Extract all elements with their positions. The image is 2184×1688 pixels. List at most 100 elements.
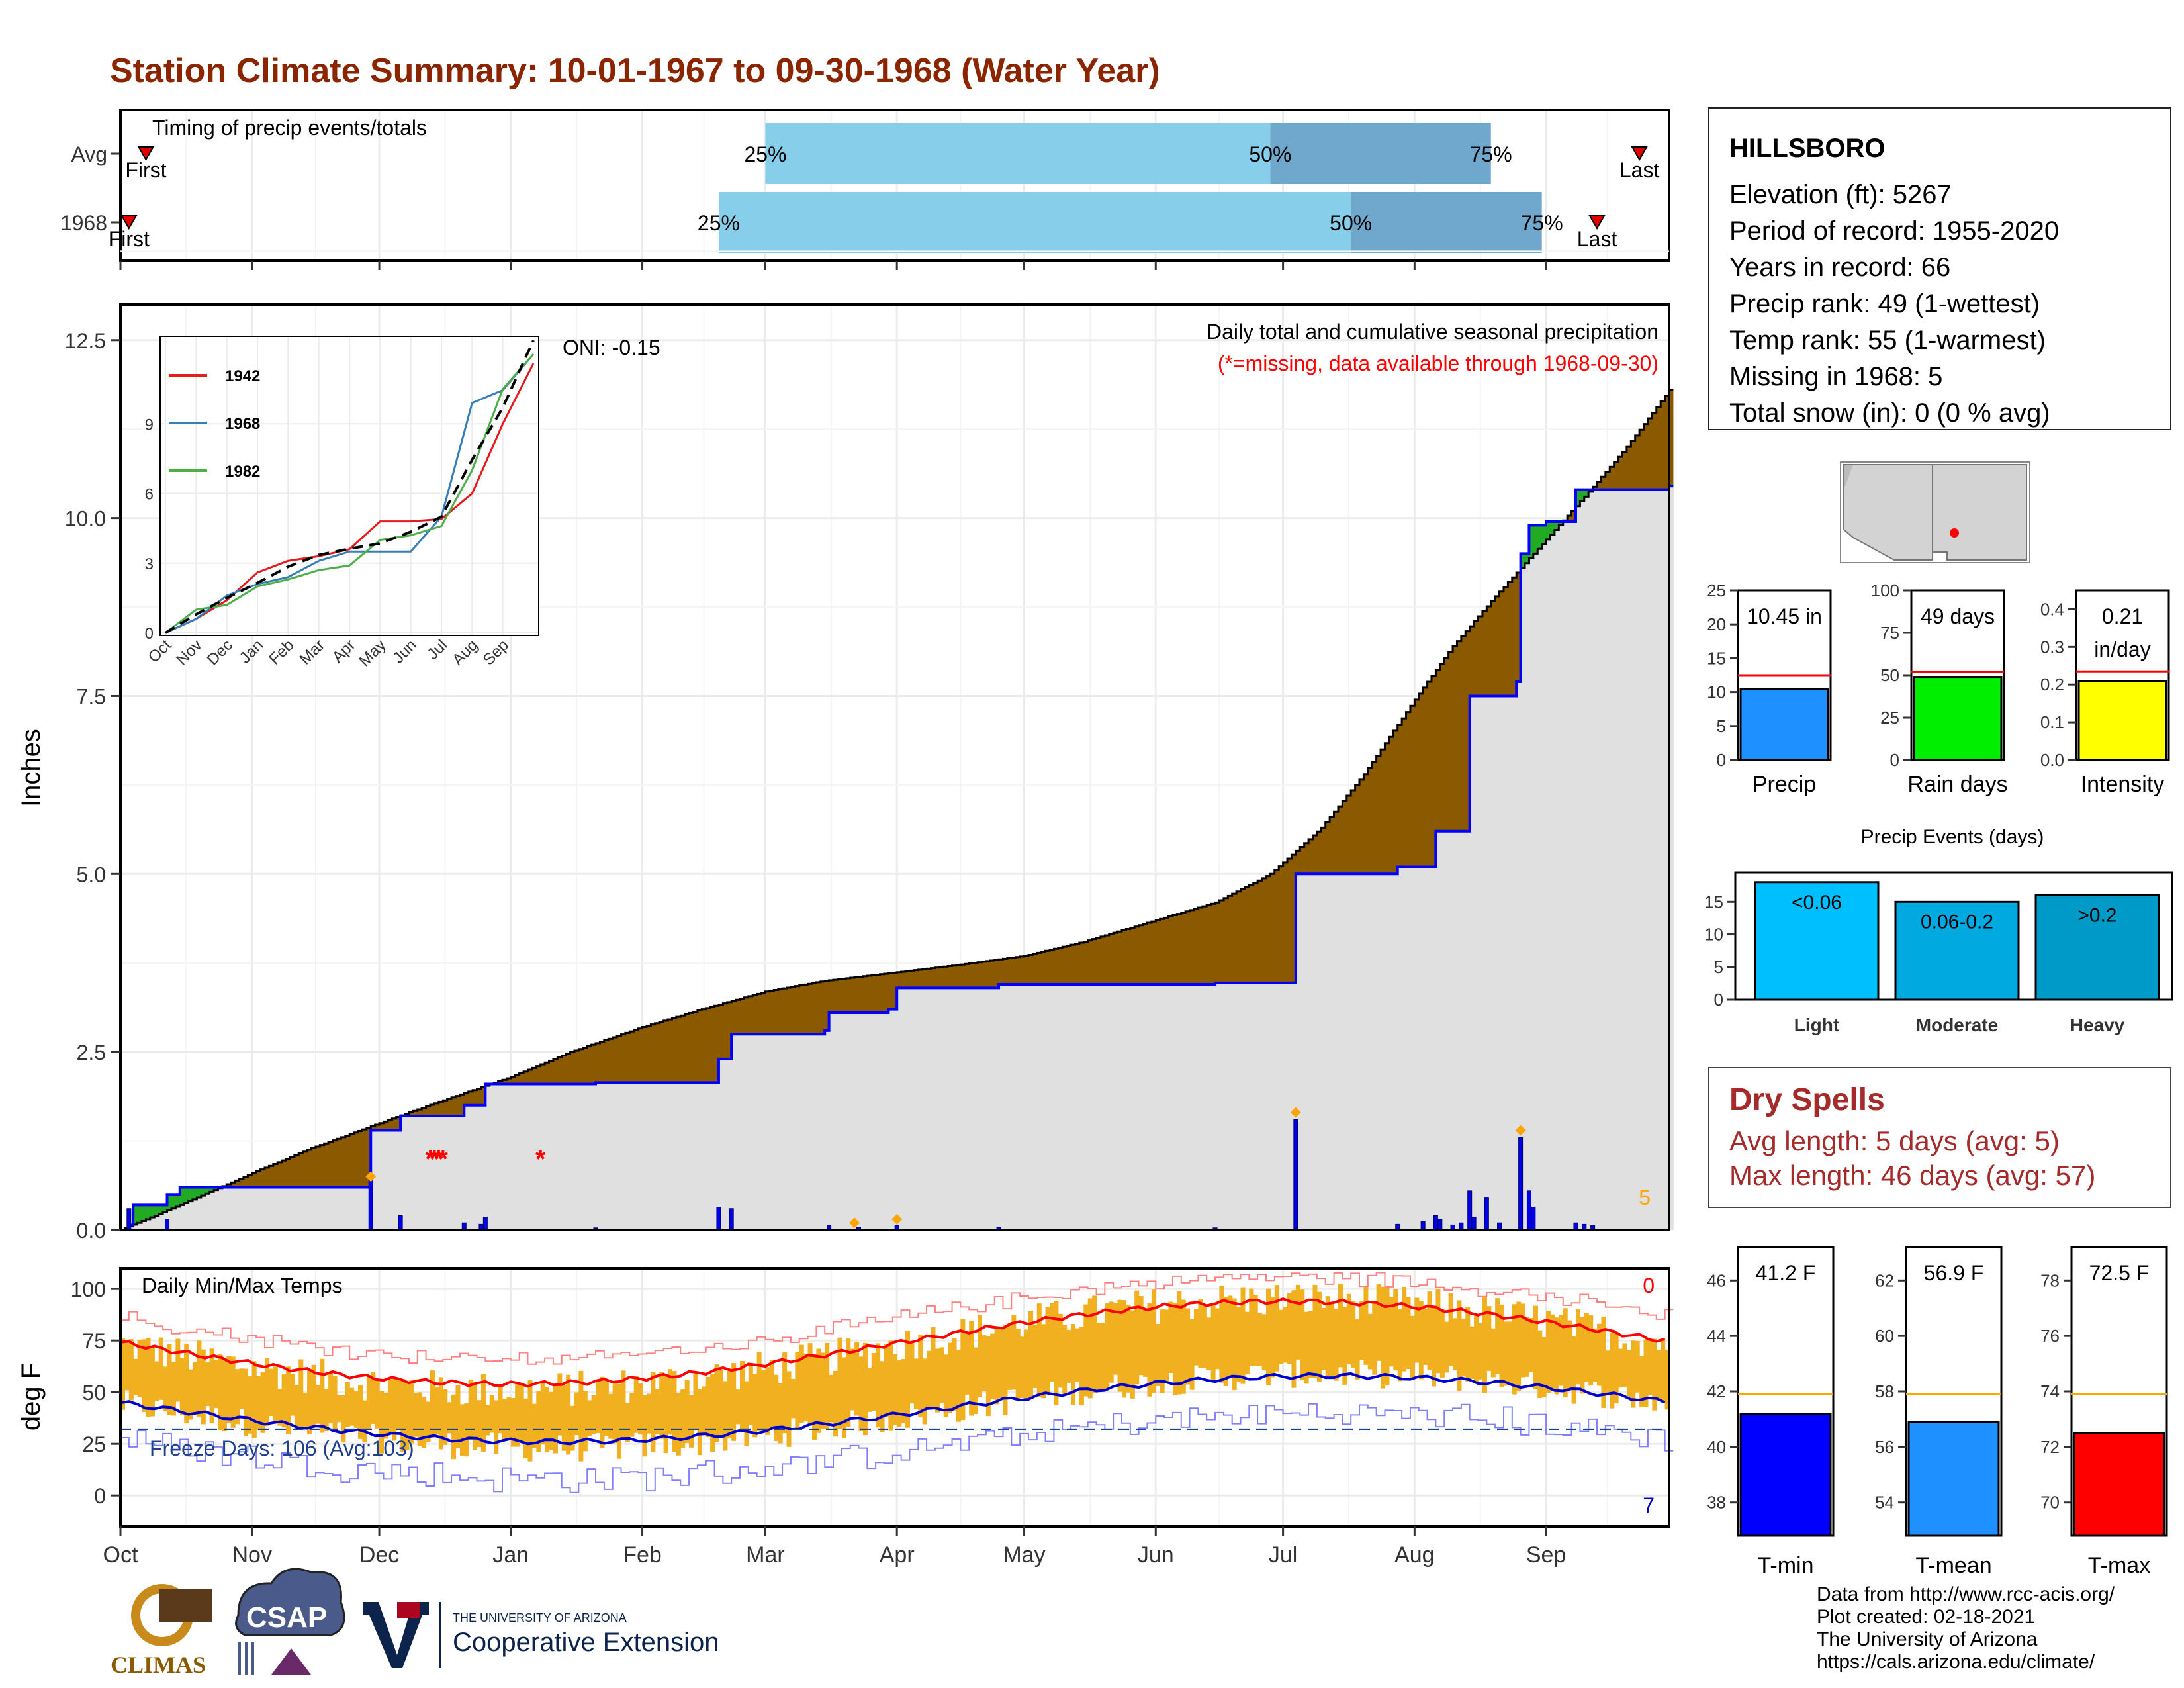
daily-temp-bar: [256, 1376, 261, 1431]
events-tick-label: 5: [1714, 957, 1723, 977]
daily-temp-bar: [1397, 1309, 1402, 1382]
daily-temp-bar: [931, 1327, 936, 1408]
daily-temp-bar: [1643, 1339, 1649, 1407]
daily-temp-bar: [473, 1382, 478, 1450]
daily-temp-bar: [184, 1344, 189, 1423]
daily-temp-bar: [226, 1356, 232, 1423]
temp-bar-tick-label: 74: [2040, 1382, 2060, 1401]
daily-precip-bar: [1437, 1219, 1443, 1231]
daily-temp-bar: [1567, 1320, 1572, 1390]
temp-bar-tick-label: 78: [2040, 1270, 2060, 1290]
daily-temp-bar: [1385, 1286, 1390, 1385]
daily-temp-bar: [1614, 1331, 1619, 1404]
daily-temp-bar: [587, 1400, 592, 1436]
daily-temp-bar: [1121, 1300, 1126, 1398]
daily-temp-bar: [574, 1392, 579, 1436]
inset-lines: [164, 340, 535, 634]
daily-temp-bar: [1580, 1316, 1585, 1394]
daily-temp-bar: [1270, 1297, 1275, 1378]
daily-temp-bar: [1652, 1338, 1657, 1411]
temp-bar-tick-label: 38: [1707, 1493, 1726, 1513]
timing-bar-25-50: [718, 192, 1351, 253]
daily-temp-bar: [978, 1315, 983, 1397]
daily-temp-bar: [1575, 1309, 1580, 1385]
temp-bar-value-label: 56.9 F: [1924, 1261, 1984, 1285]
daily-precip-bar: [368, 1176, 373, 1231]
daily-temp-bar: [1015, 1329, 1021, 1401]
precip-y-tick-label: 7.5: [77, 684, 106, 708]
daily-temp-bar: [251, 1361, 257, 1438]
inset-legend-label: 1942: [225, 367, 260, 385]
temp-y-tick-label: 0: [94, 1484, 106, 1508]
temp-bar-value-label: 72.5 F: [2089, 1261, 2150, 1285]
temp-bar-label: T-mean: [1915, 1553, 1991, 1578]
daily-temp-bar: [396, 1380, 401, 1429]
daily-temp-bar: [897, 1360, 902, 1427]
daily-temp-bar: [1295, 1284, 1300, 1360]
daily-temp-bar: [277, 1389, 283, 1426]
daily-temp-bar: [1156, 1324, 1161, 1386]
inset-legend-label: 1968: [225, 415, 260, 433]
daily-temp-bar: [1478, 1323, 1483, 1380]
daily-temp-bar: [1346, 1293, 1351, 1364]
daily-temp-bar: [549, 1391, 554, 1450]
daily-temp-bar: [1359, 1301, 1365, 1360]
daily-temp-bar: [175, 1338, 181, 1402]
daily-temp-bar: [158, 1337, 163, 1400]
daily-temp-bar: [1020, 1336, 1025, 1398]
daily-temp-bar: [294, 1385, 299, 1429]
daily-temp-bar: [850, 1348, 855, 1411]
daily-temp-bar: [1058, 1313, 1063, 1388]
daily-temp-bar: [1219, 1286, 1224, 1383]
first-event-marker: [137, 146, 155, 161]
daily-precip-bar: [1526, 1190, 1531, 1231]
daily-temp-bar: [290, 1374, 295, 1416]
month-tick-label: Jul: [1269, 1542, 1297, 1568]
daily-precip-bar: [1433, 1215, 1438, 1231]
missing-data-marker: *: [425, 1145, 435, 1174]
daily-precip-bar: [716, 1207, 721, 1231]
daily-temp-bar: [659, 1372, 664, 1439]
daily-temp-bar: [939, 1347, 944, 1403]
daily-temp-bar: [892, 1354, 897, 1425]
daily-temp-bar: [286, 1366, 291, 1434]
mini-bar-tick-label: 10: [1707, 682, 1726, 702]
daily-temp-bar: [243, 1368, 248, 1436]
daily-temp-bar: [260, 1372, 265, 1433]
page-title: Station Climate Summary: 10-01-1967 to 0…: [110, 52, 1160, 90]
daily-temp-bar: [1138, 1295, 1144, 1376]
events-bar-heavy: [2034, 894, 2160, 1001]
daily-precip-bar: [1471, 1217, 1477, 1231]
daily-temp-bar: [761, 1370, 766, 1430]
first-event-label: First: [109, 227, 150, 251]
daily-temp-bar: [434, 1387, 439, 1434]
daily-temp-bar: [689, 1395, 694, 1448]
daily-temp-bar: [1610, 1333, 1615, 1409]
month-tick-label: Jun: [1138, 1542, 1174, 1568]
precip-markers: **** *: [365, 1107, 1526, 1229]
daily-temp-bar: [468, 1379, 473, 1440]
mini-bar-precip: [1739, 688, 1829, 761]
daily-temp-bar: [612, 1382, 617, 1444]
daily-temp-bar: [1406, 1296, 1411, 1369]
daily-temp-bar: [1541, 1336, 1547, 1397]
daily-temp-bar: [710, 1373, 715, 1452]
temp-bar-tick-label: 62: [1875, 1270, 1894, 1290]
daily-temp-bar: [400, 1379, 406, 1452]
first-event-marker: [120, 215, 138, 230]
daily-temp-bar: [1274, 1285, 1279, 1372]
daily-temp-bar: [1113, 1302, 1118, 1375]
daily-temp-bar: [1435, 1289, 1441, 1374]
credit-line: Plot created: 02-18-2021: [1817, 1606, 2036, 1628]
daily-temp-bar: [341, 1395, 346, 1443]
daily-temp-bar: [1563, 1308, 1568, 1397]
daily-temp-bar: [1656, 1350, 1661, 1399]
daily-temp-bar: [1036, 1303, 1042, 1397]
inset-series-line-1982: [165, 353, 535, 634]
daily-temp-bar: [527, 1380, 533, 1462]
avg-cumulative-line: [120, 389, 1674, 1231]
daily-temp-bar: [1351, 1301, 1356, 1368]
credits: Data from http://www.rcc-acis.org/ Plot …: [1817, 1583, 2115, 1673]
daily-temp-bar: [1529, 1317, 1534, 1372]
daily-temp-bar: [307, 1370, 312, 1434]
